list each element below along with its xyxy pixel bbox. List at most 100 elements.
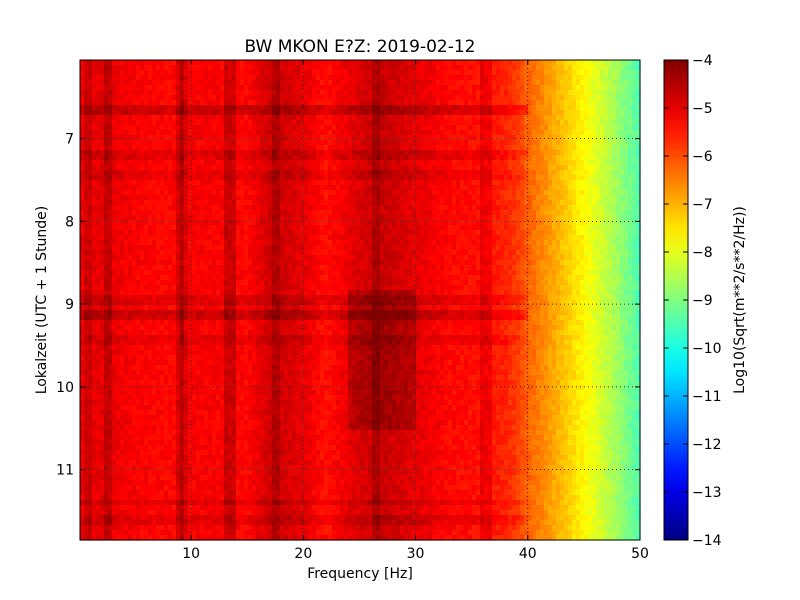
heatmap-cell — [308, 185, 313, 191]
heatmap-cell — [372, 90, 377, 96]
heatmap-cell — [512, 100, 517, 106]
heatmap-cell — [352, 150, 357, 156]
heatmap-cell — [260, 145, 265, 151]
heatmap-cell — [248, 120, 253, 126]
heatmap-cell — [584, 210, 589, 216]
heatmap-cell — [548, 160, 553, 166]
heatmap-cell — [568, 130, 573, 136]
heatmap-cell — [608, 105, 613, 111]
heatmap-cell — [300, 220, 305, 226]
heatmap-cell — [600, 210, 605, 216]
heatmap-cell — [408, 195, 413, 201]
heatmap-cell — [464, 80, 469, 86]
heatmap-cell — [352, 225, 357, 231]
heatmap-cell — [448, 65, 453, 71]
heatmap-cell — [532, 115, 537, 121]
heatmap-cell — [92, 230, 97, 236]
heatmap-cell — [132, 180, 137, 186]
heatmap-cell — [504, 150, 509, 156]
heatmap-cell — [88, 60, 93, 66]
heatmap-cell — [140, 210, 145, 216]
heatmap-cell — [100, 65, 105, 71]
heatmap-cell — [408, 175, 413, 181]
heatmap-cell — [240, 120, 245, 126]
heatmap-cell — [164, 110, 169, 116]
heatmap-cell — [636, 185, 641, 191]
heatmap-cell — [236, 80, 241, 86]
heatmap-cell — [136, 75, 141, 81]
heatmap-cell — [508, 230, 513, 236]
heatmap-cell — [552, 105, 557, 111]
heatmap-cell — [612, 120, 617, 126]
heatmap-cell — [472, 115, 477, 121]
heatmap-cell — [516, 105, 521, 111]
heatmap-cell — [484, 225, 489, 231]
heatmap-cell — [176, 100, 181, 106]
heatmap-cell — [328, 140, 333, 146]
heatmap-cell — [500, 190, 505, 196]
heatmap-cell — [588, 135, 593, 141]
heatmap-cell — [276, 175, 281, 181]
heatmap-cell — [428, 65, 433, 71]
heatmap-cell — [452, 190, 457, 196]
heatmap-cell — [456, 215, 461, 221]
heatmap-cell — [372, 110, 377, 116]
heatmap-cell — [492, 150, 497, 156]
heatmap-cell — [196, 160, 201, 166]
heatmap-cell — [604, 190, 609, 196]
heatmap-cell — [272, 130, 277, 136]
heatmap-cell — [388, 215, 393, 221]
heatmap-cell — [444, 230, 449, 236]
heatmap-cell — [320, 110, 325, 116]
heatmap-cell — [124, 160, 129, 166]
heatmap-cell — [424, 90, 429, 96]
heatmap-cell — [580, 140, 585, 146]
heatmap-cell — [160, 100, 165, 106]
heatmap-cell — [288, 130, 293, 136]
heatmap-cell — [484, 70, 489, 76]
heatmap-cell — [96, 145, 101, 151]
heatmap-cell — [368, 85, 373, 91]
heatmap-cell — [620, 155, 625, 161]
heatmap-cell — [524, 200, 529, 206]
heatmap-cell — [616, 185, 621, 191]
heatmap-cell — [180, 200, 185, 206]
heatmap-cell — [132, 210, 137, 216]
heatmap-cell — [392, 65, 397, 71]
heatmap-cell — [472, 95, 477, 101]
heatmap-cell — [340, 65, 345, 71]
heatmap-cell — [496, 220, 501, 226]
heatmap-cell — [332, 130, 337, 136]
heatmap-cell — [168, 125, 173, 131]
heatmap-cell — [156, 195, 161, 201]
heatmap-cell — [172, 165, 177, 171]
heatmap-cell — [300, 105, 305, 111]
heatmap-cell — [144, 150, 149, 156]
heatmap-cell — [436, 95, 441, 101]
heatmap-cell — [380, 120, 385, 126]
heatmap-cell — [224, 235, 229, 241]
heatmap-cell — [588, 150, 593, 156]
heatmap-cell — [268, 185, 273, 191]
heatmap-cell — [632, 160, 637, 166]
heatmap-cell — [320, 145, 325, 151]
heatmap-cell — [156, 180, 161, 186]
heatmap-cell — [316, 65, 321, 71]
heatmap-cell — [472, 60, 477, 66]
heatmap-cell — [560, 65, 565, 71]
heatmap-cell — [516, 110, 521, 116]
heatmap-cell — [276, 115, 281, 121]
heatmap-cell — [320, 100, 325, 106]
heatmap-cell — [500, 230, 505, 236]
heatmap-cell — [428, 160, 433, 166]
heatmap-cell — [228, 80, 233, 86]
heatmap-cell — [592, 140, 597, 146]
heatmap-cell — [172, 65, 177, 71]
heatmap-cell — [236, 70, 241, 76]
heatmap-cell — [248, 145, 253, 151]
heatmap-cell — [472, 170, 477, 176]
heatmap-cell — [456, 150, 461, 156]
heatmap-cell — [288, 180, 293, 186]
heatmap-cell — [100, 190, 105, 196]
heatmap-cell — [340, 205, 345, 211]
